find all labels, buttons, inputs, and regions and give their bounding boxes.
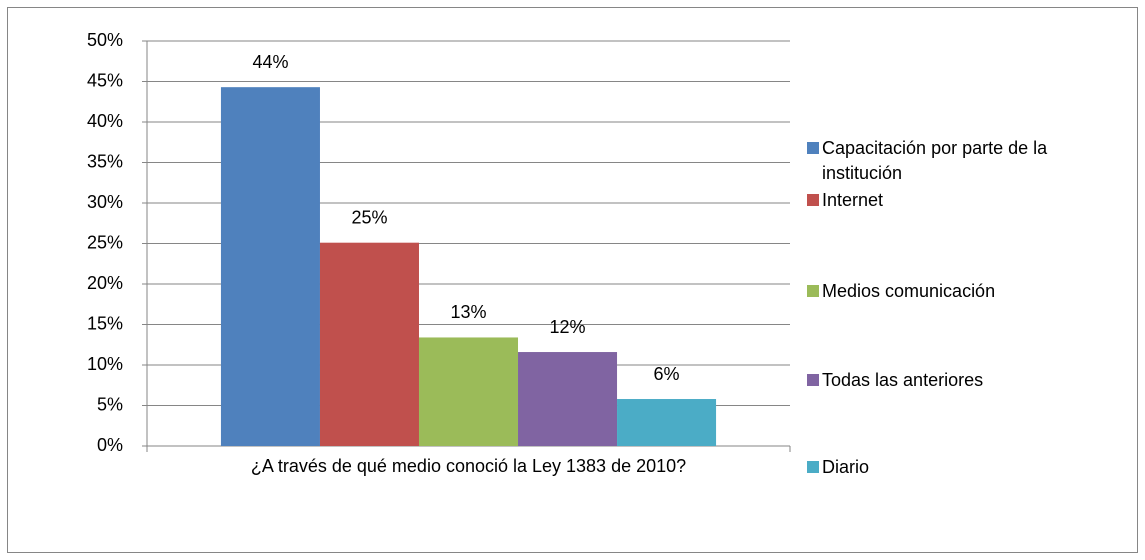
- y-tick-label: 5%: [97, 394, 123, 414]
- legend-item: Todas las anteriores: [807, 368, 1122, 393]
- legend-swatch: [807, 142, 819, 154]
- data-label: 13%: [450, 302, 486, 322]
- bar: [617, 399, 717, 446]
- chart-border: [7, 7, 1138, 553]
- x-tick-label: ¿A través de qué medio conoció la Ley 13…: [251, 456, 686, 476]
- y-tick-label: 40%: [87, 111, 123, 131]
- bar: [518, 352, 618, 446]
- y-tick-label: 0%: [97, 435, 123, 455]
- y-tick-label: 20%: [87, 273, 123, 293]
- y-tick-label: 35%: [87, 151, 123, 171]
- legend-label: Medios comunicación: [822, 281, 996, 301]
- y-tick-label: 15%: [87, 313, 123, 333]
- bar: [418, 337, 519, 446]
- legend-swatch: [807, 194, 819, 206]
- bar: [220, 87, 320, 447]
- legend-swatch: [807, 461, 819, 473]
- legend-swatch: [807, 374, 819, 386]
- legend-label: Diario: [822, 457, 870, 477]
- legend-item: Capacitación por parte de la institución: [807, 136, 1122, 186]
- legend-item: Diario: [807, 455, 1122, 480]
- data-label: 12%: [550, 317, 586, 337]
- y-tick-label: 50%: [87, 30, 123, 50]
- legend-label: Internet: [822, 190, 884, 210]
- y-tick-label: 30%: [87, 192, 123, 212]
- bar: [319, 242, 419, 446]
- y-tick-label: 25%: [87, 232, 123, 252]
- legend-label: Capacitación por parte de la institución: [822, 138, 1048, 183]
- y-tick-label: 45%: [87, 70, 123, 90]
- legend-label: Todas las anteriores: [822, 370, 984, 390]
- data-label: 25%: [351, 207, 387, 227]
- legend-item: Medios comunicación: [807, 279, 1122, 304]
- y-tick-label: 10%: [87, 354, 123, 374]
- data-label: 6%: [654, 364, 680, 384]
- data-label: 44%: [252, 52, 288, 72]
- legend-swatch: [807, 285, 819, 297]
- legend-item: Internet: [807, 188, 1122, 213]
